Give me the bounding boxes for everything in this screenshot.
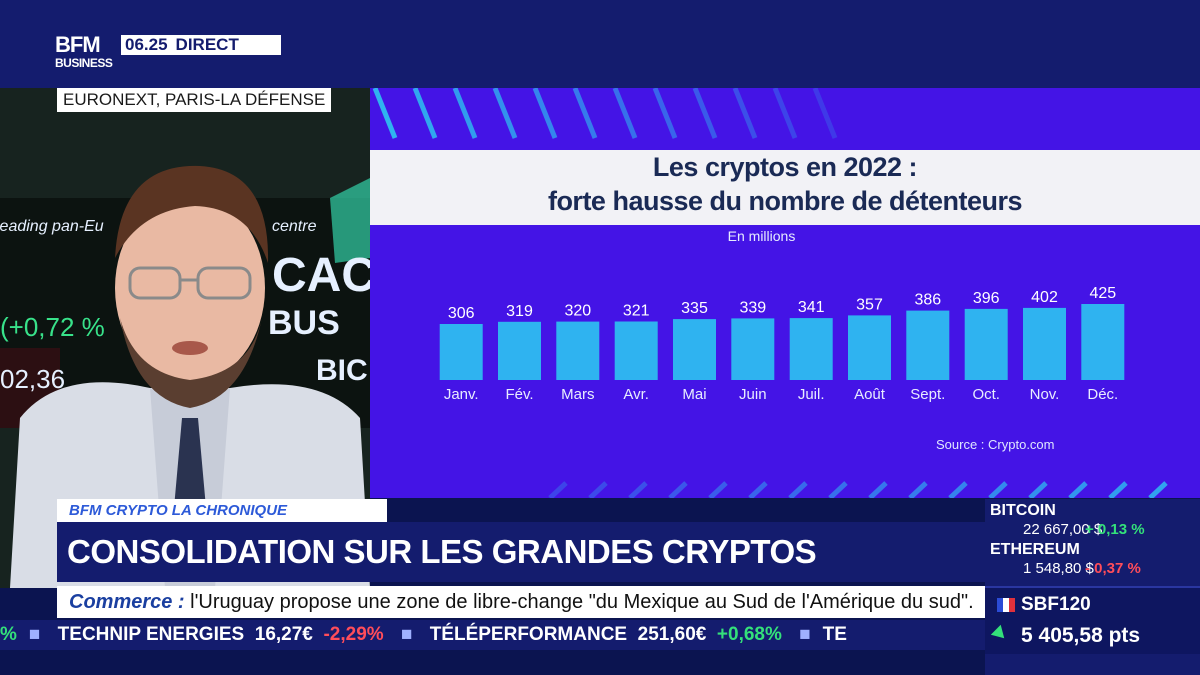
x-tick-label: Sept. xyxy=(910,386,945,403)
x-tick-label: Août xyxy=(854,386,886,403)
bar-value-label: 339 xyxy=(739,299,766,316)
board-bus: BUS xyxy=(268,304,340,342)
eth-change: - 0,37 % xyxy=(1085,560,1141,577)
btc-name: BITCOIN xyxy=(990,502,1056,519)
x-tick-label: Oct. xyxy=(972,386,1000,403)
location-label: EURONEXT, PARIS-LA DÉFENSE xyxy=(57,88,332,112)
btc-value: 22 667,00 $ xyxy=(1023,521,1103,538)
chart-title: Les cryptos en 2022 : xyxy=(652,152,918,182)
chart-title-line2: forte hausse du nombre de détenteurs xyxy=(547,186,1023,216)
chart-unit-label: En millions xyxy=(727,228,796,244)
board-bic: BIC xyxy=(316,354,368,387)
live-label: DIRECT xyxy=(175,35,239,54)
chart-source: Source : Crypto.com xyxy=(936,437,1055,452)
bar-Juil. xyxy=(789,318,833,380)
board-cac: CAC xyxy=(272,249,370,302)
bar-value-label: 341 xyxy=(798,299,825,316)
headline: CONSOLIDATION SUR LES GRANDES CRYPTOS xyxy=(57,522,985,582)
index-block: SBF120 5 405,58 pts xyxy=(985,586,1200,654)
board-change: (+0,72 % xyxy=(0,312,105,342)
bar-Sept. xyxy=(906,310,950,380)
bar-Janv. xyxy=(439,324,483,380)
bottom-band xyxy=(0,650,985,675)
bar-Déc. xyxy=(1081,304,1125,380)
news-text: l'Uruguay propose une zone de libre-chan… xyxy=(190,591,974,613)
eth-name: ETHEREUM xyxy=(990,541,1080,558)
logo-business: BUSINESS xyxy=(55,56,113,70)
stock-ticker: % ■ TECHNIP ENERGIES 16,27€ -2,29% ■ TÉLÉ… xyxy=(0,620,985,650)
bar-Oct. xyxy=(964,308,1008,380)
bar-Juin xyxy=(731,318,775,380)
ticker-name-2: TÉLÉPERFORMANCE xyxy=(429,624,628,645)
x-tick-label: Nov. xyxy=(1030,386,1060,403)
btc-change: + 0,13 % xyxy=(1085,521,1145,538)
presenter-video: leading pan-Eu centre CAC (+0,72 % BUS 0… xyxy=(0,88,370,588)
x-tick-label: Fév. xyxy=(505,386,533,403)
eth-value: 1 548,80 $ xyxy=(1023,560,1094,577)
x-tick-label: Janv. xyxy=(444,386,479,403)
chart-title-box: Les cryptos en 2022 : forte hausse du no… xyxy=(370,150,1200,225)
bar-value-label: 425 xyxy=(1089,285,1116,302)
ticker-value-2: 251,60€ xyxy=(637,624,707,645)
bar-value-label: 319 xyxy=(506,303,533,320)
bar-value-label: 396 xyxy=(973,290,1000,307)
bar-chart: 306 319 320 321 335 339 341 357 386 396 402 425 Jan… xyxy=(372,88,1168,498)
x-tick-label: Juil. xyxy=(798,386,825,403)
logo-bfm: BFM xyxy=(55,32,101,57)
news-bar: Commerce : l'Uruguay propose une zone de… xyxy=(57,586,985,618)
index-value: 5 405,58 pts xyxy=(1021,624,1141,647)
bar-Mars xyxy=(556,321,600,380)
ticker-change-2: +0,68% xyxy=(716,624,782,645)
bar-value-label: 386 xyxy=(914,292,941,309)
x-tick-label: Juin xyxy=(739,386,767,403)
board-slogan: leading pan-Eu xyxy=(0,218,104,235)
france-flag-icon xyxy=(997,598,1015,612)
bar-Avr. xyxy=(614,321,658,380)
bar-value-label: 306 xyxy=(448,305,475,322)
bar-value-label: 335 xyxy=(681,300,708,317)
bar-value-label: 320 xyxy=(564,303,591,320)
index-up-arrow-icon xyxy=(990,624,1010,644)
clock-time: 06.25 xyxy=(125,35,168,54)
bar-value-label: 357 xyxy=(856,296,883,313)
bar-value-label: 402 xyxy=(1031,289,1058,306)
bar-Nov. xyxy=(1023,307,1066,380)
x-tick-label: Déc. xyxy=(1087,386,1118,403)
ticker-value-1: 16,27€ xyxy=(254,624,313,645)
index-name: SBF120 xyxy=(1021,594,1091,615)
bar-Mai xyxy=(673,319,716,380)
x-tick-label: Avr. xyxy=(623,386,649,403)
bar-Fév. xyxy=(498,321,541,380)
board-slogan-end: centre xyxy=(272,218,317,235)
channel-logo: BFM BUSINESS xyxy=(55,34,117,74)
segment-tag: BFM CRYPTO LA CHRONIQUE xyxy=(57,499,387,522)
clock-badge: 06.25 DIRECT xyxy=(121,35,281,55)
news-label: Commerce : xyxy=(69,591,185,613)
ticker-change-1: -2,29% xyxy=(323,624,384,645)
decor-stripes xyxy=(372,88,1168,498)
bar-Août xyxy=(848,315,891,380)
x-tick-label: Mai xyxy=(682,386,706,403)
x-tick-label: Mars xyxy=(561,386,594,403)
bar-value-label: 321 xyxy=(623,303,650,320)
ticker-name-1: TECHNIP ENERGIES xyxy=(57,624,245,645)
chart-panel: 306 319 320 321 335 339 341 357 386 396 402 425 Jan… xyxy=(370,88,1200,498)
board-value: 02,36 xyxy=(0,364,66,394)
markets-box: BITCOIN 22 667,00 $ + 0,13 % ETHEREUM 1 … xyxy=(985,499,1200,675)
